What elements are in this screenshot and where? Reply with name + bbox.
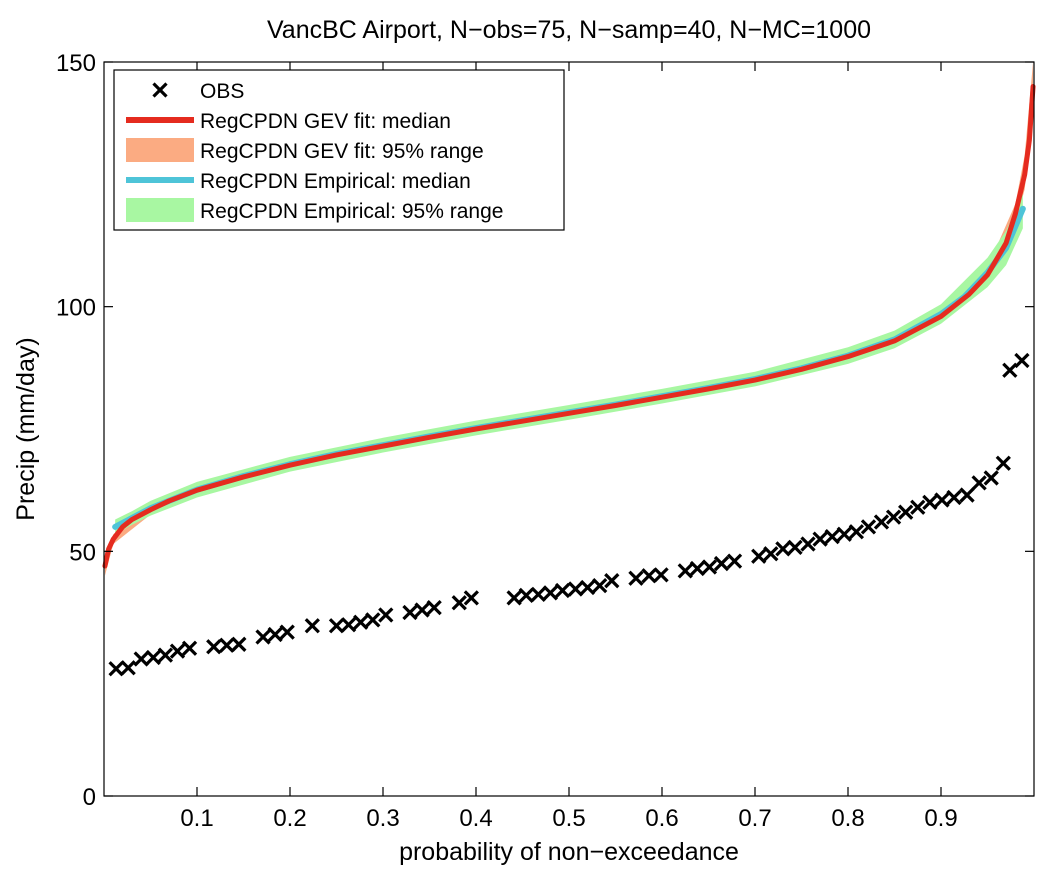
obs-point — [108, 661, 124, 677]
line-gev-median — [102, 83, 1036, 569]
obs-point — [255, 629, 271, 645]
legend-swatch-obs — [152, 82, 168, 98]
obs-point — [328, 618, 345, 634]
x-tick-label: 0.1 — [180, 805, 213, 832]
obs-point — [542, 585, 559, 601]
obs-point — [304, 618, 320, 634]
y-tick-label: 150 — [56, 50, 96, 77]
obs-point — [726, 553, 743, 569]
obs-point — [787, 539, 803, 556]
obs-point — [518, 587, 534, 604]
obs-point — [751, 548, 767, 564]
obs-point — [898, 504, 914, 520]
obs-point — [763, 546, 779, 562]
obs-point — [145, 649, 161, 666]
legend: OBS RegCPDN GEV fit: median RegCPDN GEV fi… — [113, 69, 565, 231]
y-tick-label: 100 — [56, 295, 96, 322]
legend-entry-label: RegCPDN GEV fit: median — [200, 110, 451, 133]
obs-point — [579, 579, 596, 596]
legend-entry-label: OBS — [200, 80, 244, 103]
obs-point — [206, 639, 222, 655]
band-layer — [104, 62, 1034, 576]
obs-point — [689, 560, 705, 577]
obs-point — [279, 624, 295, 640]
obs-point — [567, 581, 584, 597]
x-tick-label: 0.4 — [459, 805, 492, 832]
obs-point — [340, 617, 357, 633]
obs-point — [983, 470, 999, 486]
obs-point — [157, 647, 174, 663]
obs-point — [506, 590, 522, 606]
obs-point — [463, 590, 479, 606]
x-tick-label: 0.8 — [831, 805, 864, 832]
legend-entry-label: RegCPDN GEV fit: 95% range — [200, 140, 484, 163]
obs-point — [426, 599, 442, 616]
obs-point — [592, 577, 608, 594]
obs-point — [120, 660, 136, 676]
obs-point — [800, 536, 816, 552]
obs-point — [971, 475, 987, 491]
obs-point — [530, 586, 546, 603]
obs-point — [677, 563, 693, 579]
marker-layer — [108, 352, 1030, 677]
obs-point — [910, 499, 926, 515]
obs-point — [219, 637, 235, 653]
obs-point — [959, 487, 975, 503]
obs-point — [353, 614, 369, 630]
y-tick-label: 50 — [69, 539, 96, 566]
x-tick-label: 0.6 — [645, 805, 678, 832]
obs-point — [133, 651, 149, 667]
legend-swatch-band — [126, 138, 194, 162]
line-layer — [102, 83, 1036, 569]
obs-point — [181, 640, 198, 656]
obs-point — [365, 612, 381, 628]
x-tick-label: 0.7 — [738, 805, 771, 832]
x-tick-label: 0.3 — [366, 805, 399, 832]
obs-point — [554, 582, 571, 599]
chart-title: VancBC Airport, N−obs=75, N−samp=40, N−M… — [267, 16, 871, 44]
obs-point — [812, 531, 828, 547]
x-tick-label: 0.2 — [273, 805, 306, 832]
obs-point — [1014, 352, 1030, 369]
tick-layer: 0.1 0.2 0.3 0.4 0.5 0.6 0.7 0.8 0.9 0 50 100 150 — [56, 50, 1034, 832]
legend-entry-label: RegCPDN Empirical: 95% range — [200, 200, 503, 223]
x-tick-label: 0.5 — [552, 805, 585, 832]
y-tick-label: 0 — [83, 784, 96, 811]
obs-point — [451, 595, 467, 611]
obs-point — [701, 559, 718, 575]
obs-point — [848, 524, 865, 540]
obs-point — [402, 604, 418, 621]
obs-point — [628, 570, 644, 586]
obs-point — [231, 636, 247, 652]
x-tick-label: 0.9 — [924, 805, 957, 832]
obs-point — [414, 602, 430, 618]
obs-point — [653, 567, 669, 583]
obs-point — [922, 494, 938, 511]
obs-point — [604, 573, 620, 589]
legend-entry-label: RegCPDN Empirical: median — [200, 170, 471, 193]
obs-point — [946, 489, 962, 506]
legend-swatch-band — [126, 198, 194, 222]
obs-point — [836, 526, 852, 542]
obs-point — [775, 541, 791, 557]
obs-point — [267, 626, 283, 643]
obs-point — [885, 509, 902, 525]
obs-point — [934, 492, 950, 508]
obs-point — [995, 455, 1011, 471]
obs-point — [641, 568, 657, 584]
obs-point — [860, 519, 877, 535]
obs-point — [873, 514, 890, 530]
y-axis-label: Precip (mm/day) — [12, 337, 40, 520]
band-empirical-95-range — [115, 194, 1023, 535]
obs-point — [713, 555, 730, 572]
x-axis-label: probability of non−exceedance — [399, 838, 739, 866]
obs-point — [169, 643, 186, 659]
obs-point — [824, 529, 840, 545]
obs-point — [378, 607, 394, 623]
obs-point — [1002, 362, 1018, 378]
